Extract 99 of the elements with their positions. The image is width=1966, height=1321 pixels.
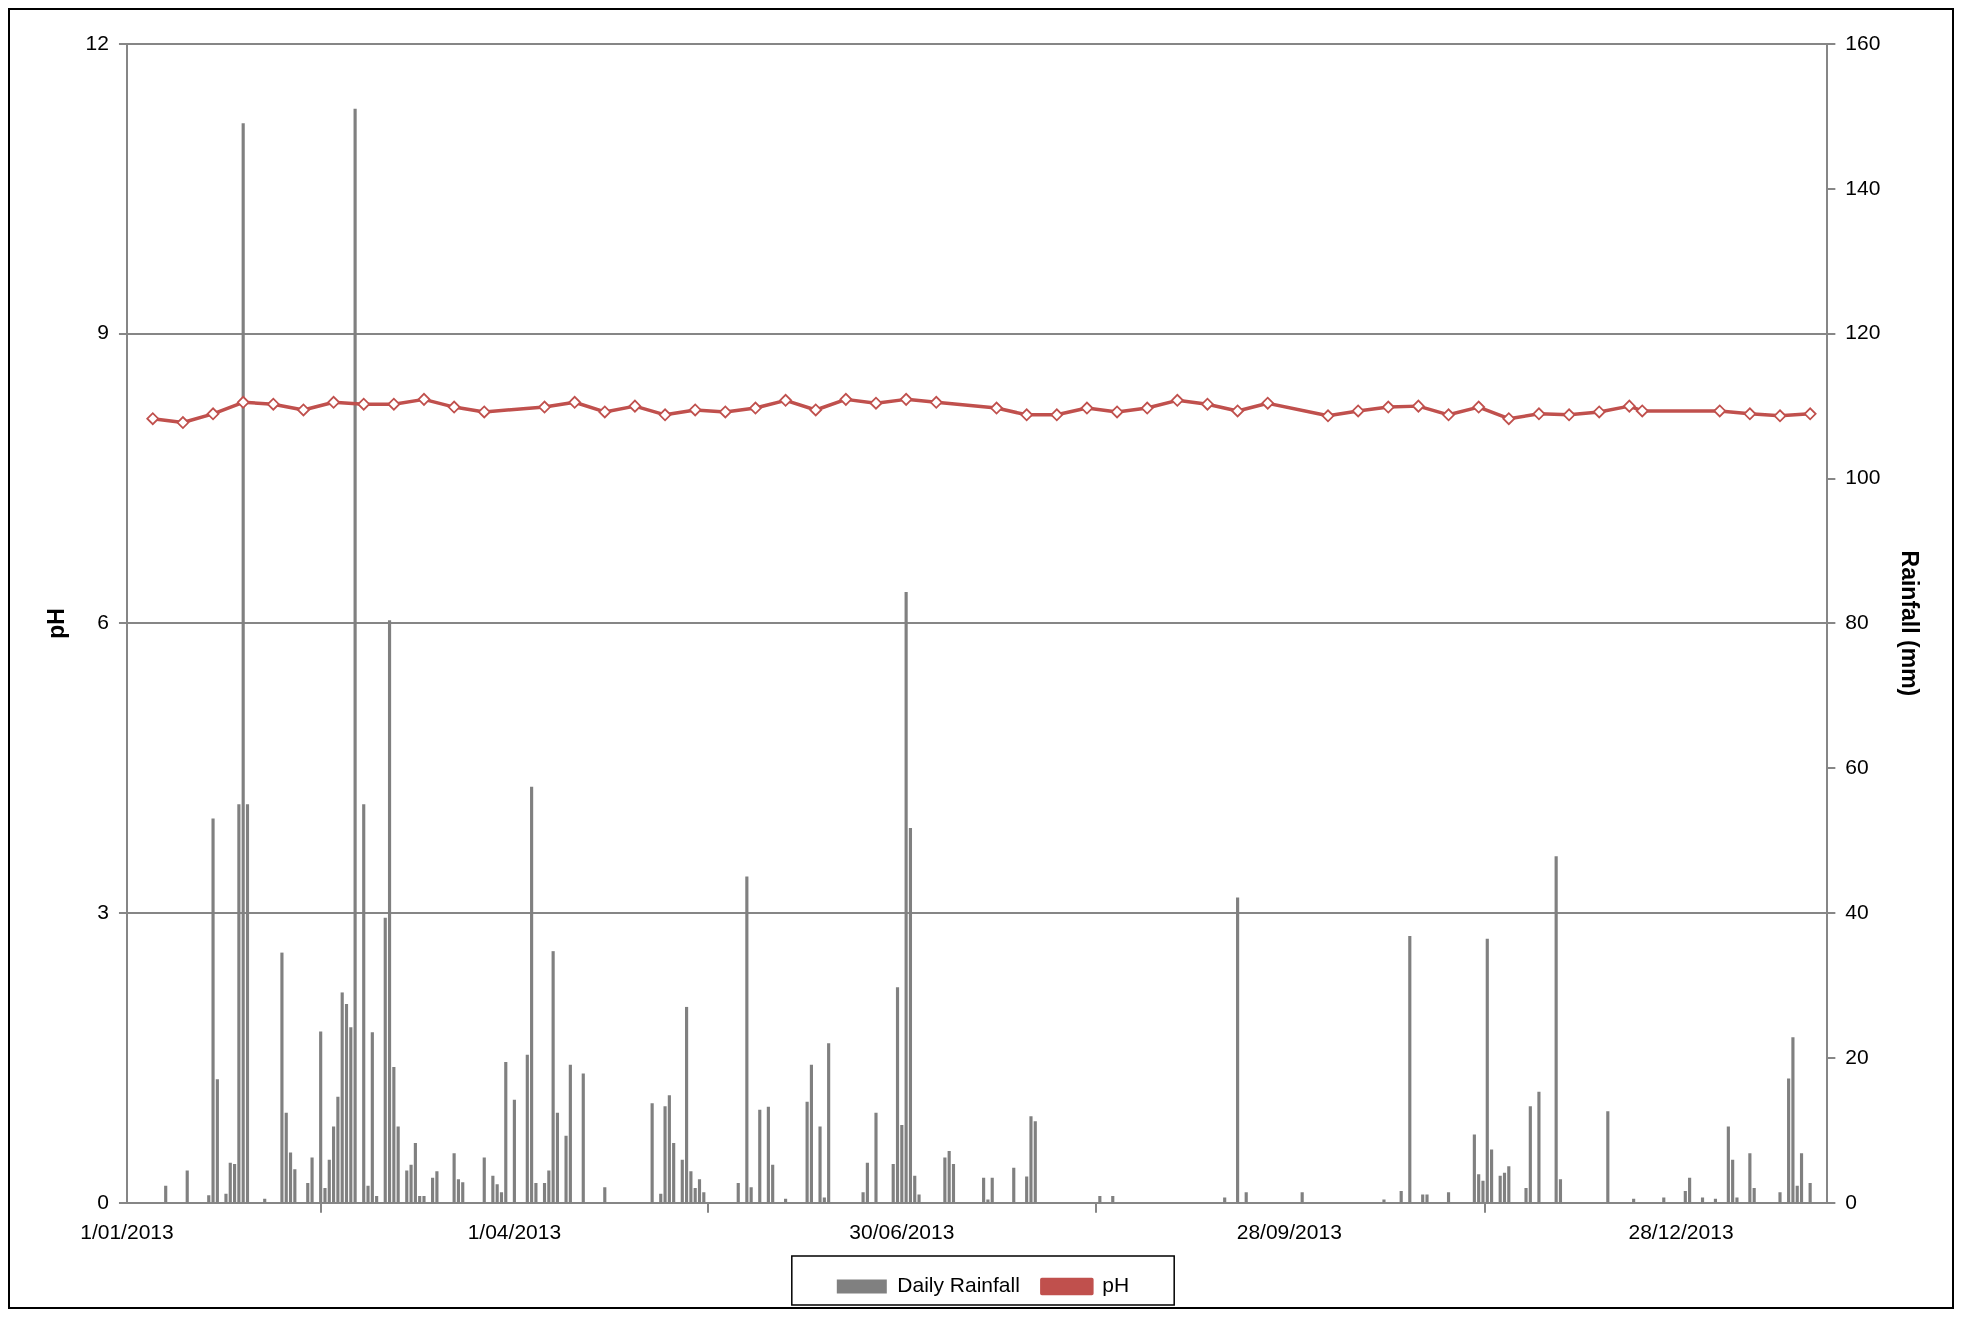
bar [1752, 1187, 1756, 1203]
bar [370, 1032, 374, 1203]
bar [865, 1162, 869, 1203]
bar [1472, 1134, 1476, 1203]
bar [228, 1162, 232, 1203]
bar [1713, 1198, 1718, 1203]
bar [874, 1112, 878, 1203]
y2-tick-label: 160 [1845, 30, 1881, 54]
bar [452, 1153, 456, 1203]
x-tick-label: 28/12/2013 [1628, 1220, 1734, 1244]
bar [1507, 1166, 1511, 1203]
bar [1446, 1192, 1451, 1203]
bar [1799, 1153, 1804, 1203]
bar [603, 1187, 607, 1203]
x-tick-label: 1/04/2013 [467, 1220, 562, 1244]
y2-axis-title: Rainfall (mm) [1896, 550, 1923, 697]
bar [1606, 1111, 1610, 1203]
bar [435, 1171, 439, 1203]
bar [697, 1179, 702, 1203]
bar [1791, 1037, 1795, 1203]
bar [749, 1187, 753, 1203]
bar [1098, 1195, 1102, 1203]
bar [818, 1126, 822, 1203]
bar [1537, 1091, 1541, 1203]
bar [784, 1198, 788, 1203]
bar [685, 1006, 689, 1203]
bar [809, 1064, 814, 1203]
bar [1662, 1197, 1666, 1203]
bar [990, 1177, 994, 1203]
bar [895, 987, 900, 1203]
bar [1632, 1198, 1636, 1203]
bar [413, 1143, 417, 1203]
bar [185, 1170, 189, 1203]
x-tick-label: 28/09/2013 [1236, 1220, 1342, 1244]
y2-tick-label: 100 [1845, 465, 1881, 489]
bar [758, 1109, 762, 1203]
bar [336, 1096, 340, 1203]
y2-tick-label: 140 [1845, 175, 1881, 199]
bar [667, 1095, 671, 1203]
bar [1485, 938, 1489, 1203]
bar [422, 1195, 426, 1203]
bar [982, 1177, 986, 1203]
bar [581, 1073, 585, 1203]
bar [1300, 1192, 1304, 1203]
legend-label: Daily Rainfall [897, 1273, 1020, 1297]
bar [1012, 1167, 1016, 1203]
bar [1244, 1192, 1248, 1203]
bar [1726, 1126, 1730, 1203]
x-tick-label: 30/06/2013 [849, 1220, 955, 1244]
bar [164, 1185, 168, 1203]
y2-tick-label: 60 [1845, 755, 1869, 779]
bar [1382, 1199, 1386, 1203]
y2-tick-label: 120 [1845, 320, 1881, 344]
bar [310, 1157, 314, 1203]
bar [491, 1175, 495, 1203]
bar [1029, 1116, 1033, 1203]
bar [827, 1043, 831, 1203]
bar [263, 1198, 267, 1203]
y-axis-title: pH [43, 608, 70, 639]
y2-tick-label: 80 [1845, 610, 1869, 634]
y-tick-label: 12 [85, 30, 109, 54]
y-tick-label: 9 [97, 320, 109, 344]
bar [1399, 1190, 1403, 1203]
y2-tick-label: 0 [1845, 1189, 1858, 1213]
bar [736, 1182, 740, 1203]
bar [766, 1106, 770, 1203]
bar [319, 1031, 323, 1203]
bar [568, 1064, 572, 1203]
bar [512, 1099, 516, 1203]
x-tick-label: 1/01/2013 [80, 1220, 174, 1244]
bar [1778, 1192, 1782, 1203]
y2-tick-label: 40 [1845, 899, 1869, 923]
bar [461, 1182, 465, 1203]
y2-tick-label: 20 [1845, 1044, 1869, 1068]
bar [340, 992, 344, 1203]
bar [551, 951, 555, 1203]
y-tick-label: 0 [97, 1189, 109, 1213]
bar [1700, 1197, 1705, 1203]
bar [1808, 1182, 1812, 1203]
bar [1528, 1106, 1532, 1203]
legend-label: pH [1102, 1273, 1130, 1297]
bar [547, 1170, 551, 1203]
bar [1748, 1153, 1752, 1203]
bar [1111, 1195, 1115, 1203]
bar [947, 1151, 951, 1203]
bar [396, 1126, 400, 1203]
bar [504, 1061, 508, 1203]
bar [1223, 1197, 1227, 1203]
y-tick-label: 6 [97, 610, 109, 634]
bar [482, 1157, 486, 1203]
bar [1425, 1194, 1429, 1203]
bar [280, 952, 284, 1203]
y-tick-label: 3 [97, 899, 109, 923]
bar [1408, 935, 1412, 1203]
bar [943, 1157, 947, 1203]
bar [650, 1103, 654, 1203]
bar [495, 1184, 499, 1203]
bar [1498, 1175, 1502, 1203]
bar [1688, 1177, 1692, 1203]
